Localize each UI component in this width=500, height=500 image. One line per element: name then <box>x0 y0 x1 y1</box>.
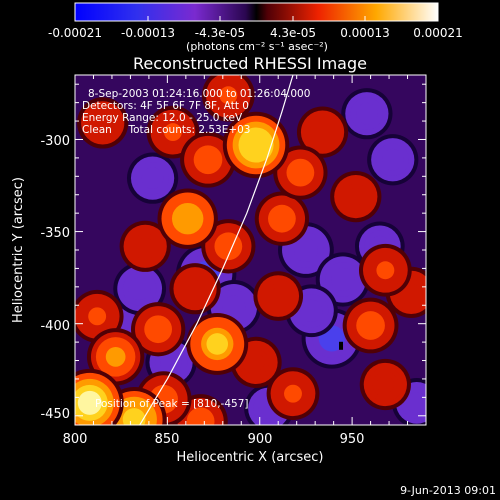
heatmap-blob-negative <box>356 102 378 125</box>
heatmap-blob-positive <box>148 319 168 339</box>
x-tick-label: 950 <box>340 432 365 447</box>
colorbar-tick-label: 4.3e-05 <box>270 26 316 40</box>
heatmap-blob-negative <box>160 351 182 374</box>
heatmap-blob-positive <box>191 412 210 425</box>
heatmap-layer <box>75 75 426 425</box>
colorbar-tick-label: 0.00021 <box>413 26 463 40</box>
colorbar: -0.00021 -0.00013 -4.3e-05 4.3e-05 0.000… <box>48 2 463 53</box>
heatmap-blob-positive <box>198 150 218 170</box>
heatmap-blob-positive <box>122 408 146 425</box>
heatmap-blob-positive <box>284 384 302 403</box>
heatmap-blob-positive <box>163 123 182 142</box>
footer-date: 9-Jun-2013 09:01 <box>400 484 496 497</box>
chart-title: Reconstructed RHESSI Image <box>133 54 367 73</box>
heatmap-blob-positive <box>402 283 420 302</box>
colorbar-tick-label: -0.00021 <box>48 26 102 40</box>
peak-marker <box>339 341 344 350</box>
y-axis-label: Heliocentric Y (arcsec) <box>11 177 26 323</box>
x-tick-label: 900 <box>248 432 273 447</box>
heatmap-blob-positive <box>219 237 238 256</box>
heatmap-blob-positive <box>376 261 395 280</box>
y-tick-label: -400 <box>40 319 70 334</box>
heatmap-blob-positive <box>206 333 229 355</box>
heatmap-blob-positive <box>272 209 292 228</box>
heatmap-blob-positive <box>186 280 204 298</box>
heatmap-blob-negative <box>406 392 426 414</box>
colorbar-ticks <box>74 16 439 21</box>
colorbar-tick-label: -4.3e-05 <box>195 26 245 40</box>
heatmap-blob-negative <box>331 267 355 292</box>
heatmap-blob-negative <box>293 238 318 262</box>
colorbar-gradient <box>74 2 439 22</box>
heatmap-blob-positive <box>376 375 395 394</box>
heatmap-blob-positive <box>361 315 381 336</box>
heatmap-blob-negative <box>222 295 246 319</box>
y-tick-label: -300 <box>40 134 70 149</box>
heatmap-blob-positive <box>94 114 112 132</box>
heatmap-blob-negative <box>381 148 404 171</box>
x-tick-label: 850 <box>155 432 180 447</box>
heatmap-blob-negative <box>128 277 151 300</box>
y-tick-label: -450 <box>40 407 70 422</box>
colorbar-tick-label: 0.00013 <box>340 26 390 40</box>
heatmap-blob-positive <box>136 237 154 255</box>
energy-range-label: Energy Range: 12.0 - 25.0 keV <box>82 112 243 124</box>
colorbar-tick-label: -0.00013 <box>121 26 175 40</box>
solar-limb-line <box>139 75 294 425</box>
clean-counts-label: Clean Total counts: 2.53E+03 <box>82 124 251 136</box>
axis-ticks <box>74 75 427 425</box>
heatmap-blob-positive <box>105 346 126 367</box>
heatmap-blob-positive <box>88 307 107 326</box>
info-overlay: 8-Sep-2003 01:24:16.000 to 01:26:04.000 … <box>82 88 310 410</box>
time-range-label: 8-Sep-2003 01:24:16.000 to 01:26:04.000 <box>88 88 310 100</box>
heatmap-blob-positive <box>177 208 199 230</box>
heatmap-blob-positive <box>244 133 268 157</box>
heatmap-blob-positive <box>269 287 287 305</box>
heatmap-blob-positive <box>313 123 332 141</box>
heatmap-blob-positive <box>291 163 310 182</box>
x-axis-label: Heliocentric X (arcsec) <box>177 450 324 465</box>
x-tick-label: 800 <box>63 432 88 447</box>
y-tick-label: -350 <box>40 226 70 241</box>
heatmap-blob-negative <box>141 167 164 189</box>
heatmap-blob-positive <box>247 353 265 372</box>
heatmap-blob-negative <box>300 299 323 322</box>
heatmap-blob-positive <box>219 86 238 105</box>
colorbar-units-label: (photons cm⁻² s⁻¹ asec⁻²) <box>186 40 328 53</box>
heatmap-blob-positive <box>347 187 365 206</box>
heatmap-blob-positive <box>77 390 102 415</box>
peak-position-label: Position of Peak = [810,-457] <box>95 398 249 410</box>
detectors-label: Detectors: 4F 5F 6F 7F 8F, Att 0 <box>82 100 249 112</box>
